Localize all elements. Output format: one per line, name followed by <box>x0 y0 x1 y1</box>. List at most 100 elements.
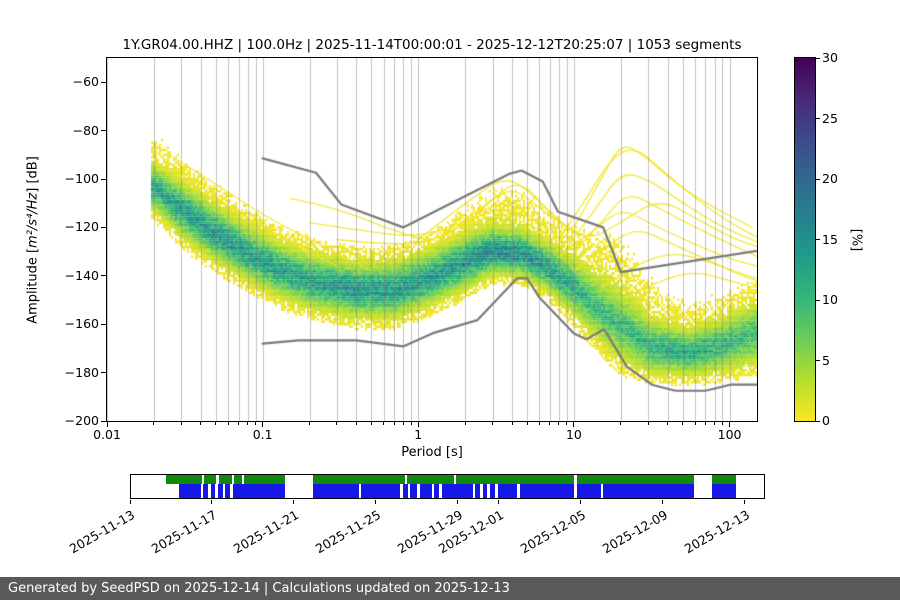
y-tick-mark <box>101 130 106 132</box>
y-tick-mark <box>101 275 106 277</box>
x-minor-tick-mark <box>704 422 706 425</box>
footer-bar: Generated by SeedPSD on 2025-12-14 | Cal… <box>0 577 900 600</box>
y-axis-label-pre: Amplitude [ <box>25 247 41 324</box>
y-axis-label: Amplitude [m²/s⁴/Hz] [dB] <box>26 156 41 324</box>
colorbar-tick-mark <box>816 299 820 301</box>
x-minor-tick-mark <box>667 422 669 425</box>
colorbar-tick-mark <box>816 420 820 422</box>
y-tick-label: −200 <box>64 413 99 428</box>
ppsd-heatmap-canvas <box>106 57 758 422</box>
x-minor-tick-mark <box>558 422 560 425</box>
x-tick-mark <box>573 422 575 427</box>
x-minor-tick-mark <box>393 422 395 425</box>
footer-text: Generated by SeedPSD on 2025-12-14 | Cal… <box>8 581 510 596</box>
x-minor-tick-mark <box>538 422 540 425</box>
coverage-blue-segment <box>313 484 359 498</box>
date-tick-mark <box>498 500 500 504</box>
x-tick-mark <box>729 422 731 427</box>
coverage-green-segment <box>204 475 217 484</box>
x-minor-tick-mark <box>255 422 257 425</box>
coverage-blue-segment <box>410 484 418 498</box>
x-minor-tick-mark <box>526 422 528 425</box>
x-tick-mark <box>417 422 419 427</box>
y-tick-mark <box>101 372 106 374</box>
x-tick-label: 100 <box>717 427 742 442</box>
colorbar-tick-mark <box>816 178 820 180</box>
date-label: 2025-11-13 <box>67 507 138 557</box>
y-axis-label-post: ] [dB] <box>25 156 41 193</box>
coverage-blue-segment <box>419 484 432 498</box>
x-minor-tick-mark <box>511 422 513 425</box>
x-tick-mark <box>262 422 264 427</box>
coverage-blue-segment <box>203 484 209 498</box>
coverage-blue-segment <box>489 484 495 498</box>
x-minor-tick-mark <box>200 422 202 425</box>
x-tick-label: 1 <box>414 427 423 442</box>
x-minor-tick-mark <box>309 422 310 425</box>
date-tick-mark <box>293 500 295 504</box>
x-minor-tick-mark <box>549 422 551 425</box>
coverage-green-segment <box>218 475 233 484</box>
colorbar-tick-label: 5 <box>822 352 830 368</box>
coverage-blue-segment <box>475 484 481 498</box>
colorbar <box>794 57 816 422</box>
y-tick-label: −80 <box>72 122 99 138</box>
coverage-blue-segment <box>482 484 488 498</box>
x-minor-tick-mark <box>647 422 649 425</box>
x-minor-tick-mark <box>180 422 182 425</box>
coverage-blue-segment <box>497 484 518 498</box>
date-label: 2025-11-25 <box>312 507 384 557</box>
coverage-blue-segment <box>210 484 216 498</box>
coverage-green-segment <box>165 475 202 484</box>
x-tick-label: 10 <box>565 427 582 442</box>
x-minor-tick-mark <box>721 422 723 425</box>
colorbar-tick-label: 20 <box>822 171 838 186</box>
coverage-green-segment <box>243 475 286 484</box>
y-tick-mark <box>101 420 106 422</box>
y-tick-mark <box>101 226 106 228</box>
y-tick-label: −160 <box>64 316 99 332</box>
y-tick-mark <box>101 323 106 325</box>
coverage-green-segment <box>406 475 454 484</box>
y-axis-label-units: m²/s⁴/Hz <box>25 192 41 248</box>
x-minor-tick-mark <box>247 422 249 425</box>
coverage-green-row <box>131 475 764 484</box>
y-tick-label: −60 <box>72 74 99 90</box>
x-minor-tick-mark <box>410 422 412 425</box>
date-tick-mark <box>211 500 213 504</box>
coverage-green-segment <box>313 475 406 484</box>
date-tick-mark <box>129 500 131 504</box>
date-label: 2025-11-17 <box>148 507 220 557</box>
plot-title: 1Y.GR04.00.HHZ | 100.0Hz | 2025-11-14T00… <box>122 37 742 53</box>
colorbar-tick-label: 0 <box>822 413 830 428</box>
date-tick-mark <box>375 500 377 504</box>
y-tick-label: −180 <box>64 364 99 380</box>
x-axis-label: Period [s] <box>401 445 463 460</box>
y-tick-label: −100 <box>64 171 99 186</box>
date-label: 2025-12-13 <box>681 507 753 557</box>
coverage-blue-row <box>131 484 764 498</box>
x-minor-tick-mark <box>227 422 229 425</box>
colorbar-tick-mark <box>816 57 820 59</box>
x-tick-label: 0.1 <box>252 427 273 442</box>
colorbar-label: [%] <box>848 228 864 252</box>
x-minor-tick-mark <box>336 422 338 425</box>
x-minor-tick-mark <box>383 422 385 425</box>
coverage-blue-segment <box>361 484 401 498</box>
colorbar-tick-mark <box>816 239 820 240</box>
coverage-blue-segment <box>603 484 695 498</box>
coverage-blue-segment <box>217 484 223 498</box>
x-minor-tick-mark <box>153 422 155 425</box>
x-minor-tick-mark <box>620 422 622 425</box>
x-minor-tick-mark <box>238 422 240 425</box>
x-minor-tick-mark <box>714 422 715 425</box>
y-tick-label: −140 <box>64 267 99 283</box>
date-label: 2025-12-09 <box>599 507 671 557</box>
coverage-blue-segment <box>576 484 601 498</box>
coverage-blue-segment <box>232 484 286 498</box>
colorbar-tick-label: 15 <box>822 231 838 247</box>
date-label: 2025-12-05 <box>517 507 589 557</box>
coverage-blue-segment <box>441 484 473 498</box>
x-minor-tick-mark <box>464 422 466 425</box>
